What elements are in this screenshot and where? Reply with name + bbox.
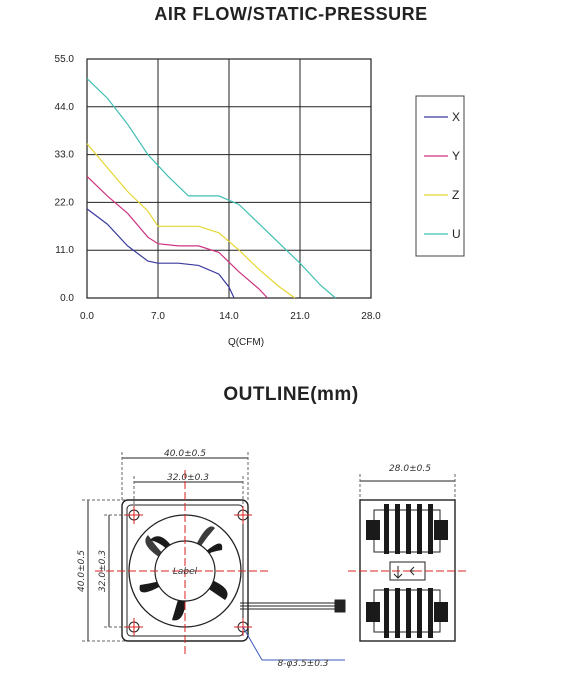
x-tick-label: 0.0 [80,311,94,322]
hole-spec-text: 8-φ3.5±0.3 [277,659,328,669]
fan-label-text: Label [173,567,198,577]
y-tick-label: 33.0 [55,150,75,161]
outline-title: OUTLINE(mm) [223,384,359,405]
grid [87,59,371,298]
x-axis-label: Q(CFM) [228,337,264,348]
x-tick-labels: 0.0 7.0 14.0 21.0 28.0 [80,311,381,322]
legend: X Y Z U [415,95,465,257]
y-tick-label: 11.0 [55,245,74,256]
x-tick-label: 14.0 [219,311,239,322]
dim-hole-spacing-v: 32.0±0.3 [98,550,108,592]
series-line-z [86,143,296,299]
legend-label-u: U [452,227,461,241]
y-tick-label: 55.0 [55,54,75,65]
x-tick-label: 21.0 [290,311,310,322]
dim-depth: 28.0±0.5 [389,464,431,474]
legend-label-x: X [452,110,460,124]
x-tick-label: 28.0 [361,311,381,322]
legend-label-z: Z [452,188,459,202]
dim-width-overall: 40.0±0.5 [164,449,206,459]
y-tick-label: 0.0 [60,293,74,304]
series-line-y [86,175,268,299]
side-view [348,474,468,642]
chart-area: 0.0 11.0 22.0 33.0 44.0 55.0 0.0 7.0 14.0 21.0 28… [55,54,382,348]
side-fin-bars [366,504,448,638]
x-tick-label: 7.0 [151,311,165,322]
front-view [82,452,346,661]
y-tick-label: 44.0 [55,102,75,113]
legend-label-y: Y [452,149,460,163]
wire-connector [334,599,346,613]
series-line-u [86,78,336,299]
y-tick-label: 22.0 [55,197,75,208]
hole-spec-leader [242,626,263,661]
chart-title: AIR FLOW/STATIC-PRESSURE [154,4,428,24]
series-line-x [86,208,235,299]
airflow-arrow-icon [393,566,403,579]
dim-height-overall: 40.0±0.5 [77,550,87,592]
y-tick-labels: 0.0 11.0 22.0 33.0 44.0 55.0 [55,54,75,304]
legend-box [415,95,465,257]
dim-hole-spacing-h: 32.0±0.3 [167,473,209,483]
series-lines [86,78,336,299]
